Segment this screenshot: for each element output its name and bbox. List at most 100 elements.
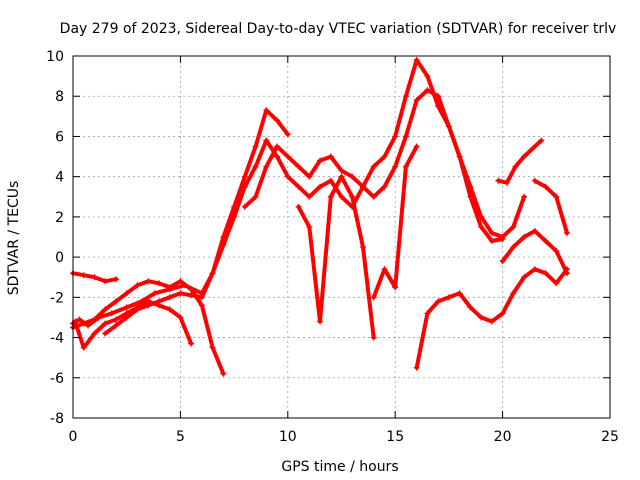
data-point (327, 153, 334, 160)
data-point (317, 157, 324, 164)
data-point (510, 223, 517, 230)
data-point (538, 137, 545, 144)
y-tick-label: -2 (50, 290, 64, 306)
data-point (381, 183, 388, 190)
data-point (274, 117, 281, 124)
data-point (488, 238, 495, 245)
plot-frame (72, 55, 611, 419)
data-point (445, 123, 452, 130)
data-point (252, 193, 259, 200)
data-point (413, 143, 420, 150)
data-point (188, 340, 195, 347)
series-line (296, 174, 376, 340)
data-point (263, 107, 270, 114)
data-point (510, 244, 517, 251)
data-point (370, 163, 377, 170)
axis-ticks: 0 5 10 15 20 25 -8 -6 -4 -2 0 2 4 6 8 10 (46, 49, 619, 445)
data-point (112, 298, 119, 305)
data-point (295, 163, 302, 170)
data-point (553, 280, 560, 287)
data-point (499, 234, 506, 240)
data-point (166, 294, 173, 301)
data-point (306, 193, 313, 200)
data-point (76, 316, 83, 323)
data-point (456, 153, 463, 160)
data-point (274, 153, 281, 160)
data-point (295, 183, 302, 190)
data-point (80, 320, 87, 327)
data-point (521, 274, 528, 281)
y-tick-label: -8 (50, 411, 64, 427)
series-sat-l (295, 173, 377, 341)
data-point (91, 274, 98, 281)
data-point (338, 173, 345, 180)
data-point (241, 203, 248, 210)
y-tick-label: 4 (55, 170, 64, 186)
data-point (495, 177, 502, 184)
data-point (317, 183, 324, 190)
series-line (103, 184, 247, 336)
data-point (166, 284, 173, 291)
data-point (134, 282, 141, 289)
data-point (209, 270, 216, 277)
y-tick-label: 6 (55, 129, 64, 145)
chart-title: Day 279 of 2023, Sidereal Day-to-day VTE… (60, 21, 617, 37)
data-point (188, 292, 195, 299)
series-sat-a (70, 270, 119, 285)
data-point (112, 316, 119, 323)
data-point (220, 370, 227, 377)
y-tick-label: 2 (55, 210, 64, 226)
data-point (542, 183, 549, 190)
data-point (499, 310, 506, 317)
x-axis-label: GPS time / hours (281, 459, 398, 475)
data-point (306, 173, 313, 180)
data-point (359, 183, 366, 190)
data-point (151, 290, 158, 297)
x-tick-label: 5 (176, 429, 185, 445)
data-point (317, 318, 324, 325)
data-point (91, 330, 98, 337)
data-point (521, 193, 528, 200)
data-point (478, 314, 485, 321)
y-axis-label: SDTVAR / TECUs (6, 181, 22, 296)
data-point (241, 183, 248, 190)
data-point (102, 278, 109, 285)
data-point (263, 163, 270, 170)
data-point (263, 137, 270, 144)
data-point (499, 258, 506, 265)
series-sat-g (241, 87, 528, 240)
data-point (102, 330, 109, 337)
series-line (532, 178, 569, 235)
data-point (145, 302, 152, 309)
data-point (209, 344, 216, 351)
data-point (512, 163, 519, 170)
data-point (177, 314, 184, 321)
data-point (220, 242, 227, 249)
data-point (241, 173, 248, 180)
data-point (435, 93, 442, 100)
data-point (392, 163, 399, 170)
data-point (252, 143, 259, 150)
data-point (381, 266, 388, 273)
data-point (413, 364, 420, 371)
data-point (306, 223, 313, 230)
data-point (370, 294, 377, 301)
series-sat-k (531, 177, 571, 236)
data-point (467, 304, 474, 311)
data-point (413, 57, 420, 64)
data-point (145, 278, 152, 285)
data-point (252, 163, 259, 170)
data-point (284, 131, 291, 138)
data-point (392, 284, 399, 291)
data-point (478, 223, 485, 230)
data-point (155, 280, 162, 287)
data-point (424, 310, 431, 317)
data-point (338, 193, 345, 200)
data-point (177, 290, 184, 297)
data-point (123, 314, 130, 321)
series-line (242, 88, 527, 239)
series-sat-c (70, 278, 227, 377)
data-point (284, 173, 291, 180)
data-point (338, 167, 345, 174)
data-point (488, 318, 495, 325)
